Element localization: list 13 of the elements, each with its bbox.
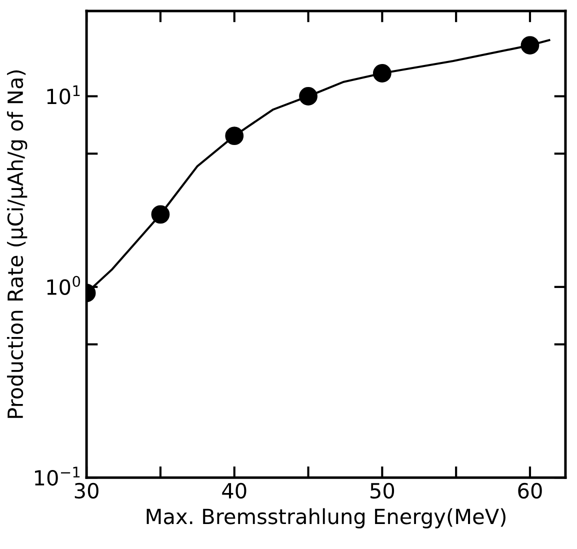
point [225,126,244,146]
y-axis-title: Production Rate (μCi/μAh/g of Na) [7,70,28,418]
x-tick-label: 50 [370,482,394,499]
x-tick-label: 40 [222,482,246,499]
point [299,87,318,106]
x-tick-label: 30 [74,482,98,499]
point [151,205,170,224]
point [372,64,392,82]
y-tick-label: 10$^{0}$ [47,276,80,295]
x-tick-label: 60 [518,482,542,499]
x-axis-title: Max. Bremsstrahlung Energy(MeV) [146,508,506,528]
point [520,36,540,54]
y-tick-label: 10$^{1}$ [47,85,80,104]
